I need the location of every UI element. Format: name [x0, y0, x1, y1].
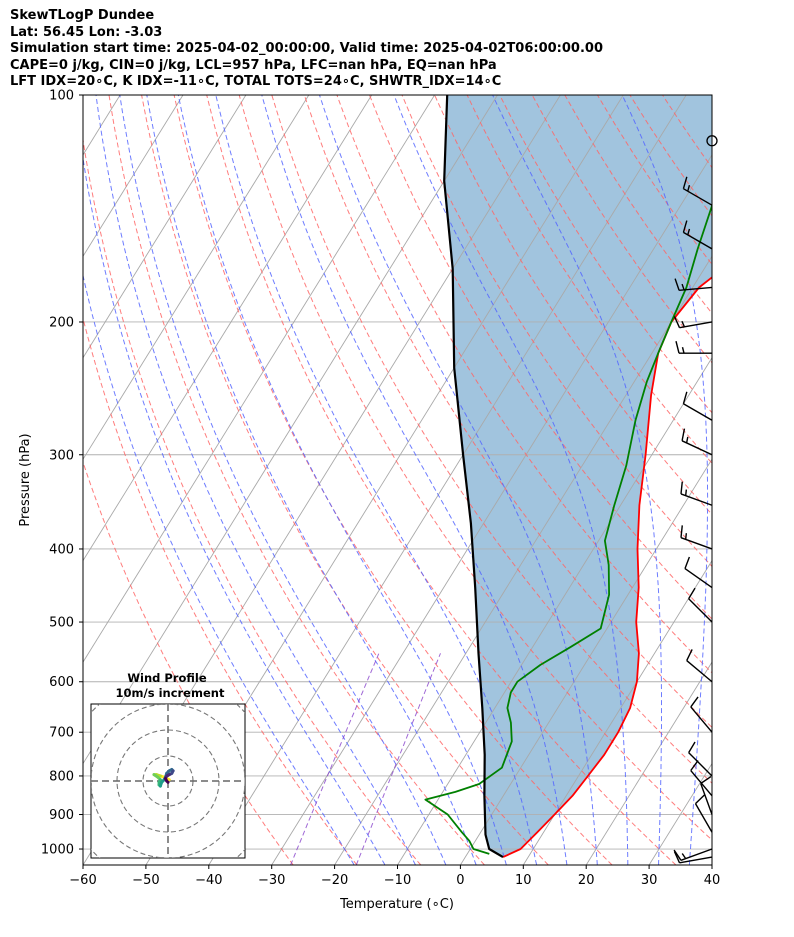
dry-adiabat-line	[303, 95, 712, 729]
y-axis-label: Pressure (hPa)	[18, 433, 33, 526]
hodograph-subtitle: 10m/s increment	[116, 686, 225, 700]
isotherm-line	[334, 255, 712, 865]
wind-barb	[673, 851, 713, 864]
moist-adiabat-line	[720, 95, 771, 865]
dry-adiabat-line	[401, 95, 712, 568]
moist-adiabat-line	[95, 95, 416, 865]
cape-cin-shading	[444, 95, 712, 858]
parcel-line	[443, 95, 504, 859]
wind-barb	[680, 525, 713, 550]
wind-barb	[673, 316, 713, 329]
dry-adiabat-line	[466, 95, 712, 464]
dry-adiabat-line	[141, 95, 549, 865]
y-tick-label: 900	[49, 808, 74, 823]
isotherm-line	[397, 356, 712, 865]
mixing-ratio-line	[355, 653, 441, 865]
y-tick-label: 100	[49, 89, 74, 104]
x-tick-label: 0	[456, 873, 464, 888]
isotherm-line	[711, 864, 712, 865]
hodograph-segment	[165, 779, 170, 784]
dry-adiabat-line	[83, 316, 358, 865]
dewpoint-line	[424, 203, 712, 855]
y-tick-label: 800	[49, 769, 74, 784]
moist-adiabat-line	[319, 95, 598, 865]
isotherm-line	[83, 95, 435, 663]
moist-adiabat-line	[261, 95, 568, 865]
isotherm-line	[460, 458, 712, 865]
dry-adiabat-line	[336, 95, 712, 674]
dry-adiabat-line	[238, 95, 712, 841]
dry-adiabat-line	[434, 95, 712, 516]
y-tick-label: 200	[49, 315, 74, 330]
wind-barb	[684, 556, 713, 589]
wind-barb	[674, 278, 713, 292]
wind-barb	[694, 794, 713, 833]
wind-barb	[688, 587, 713, 623]
wind-barb	[682, 220, 713, 250]
x-tick-label: −10	[384, 873, 411, 888]
x-tick-label: 10	[515, 873, 532, 888]
dry-adiabat-line	[369, 95, 712, 620]
wind-barb	[690, 696, 713, 733]
moist-adiabat-line	[621, 95, 709, 865]
moist-adiabat-line	[146, 95, 477, 865]
dry-adiabat-line	[499, 95, 712, 414]
dry-adiabat-line	[271, 95, 712, 784]
y-tick-label: 400	[49, 542, 74, 557]
x-tick-label: −20	[321, 873, 348, 888]
y-tick-label: 1000	[41, 843, 74, 858]
wind-barb	[690, 760, 713, 797]
isotherm-line	[83, 95, 247, 359]
mixing-ratio-line	[290, 653, 380, 865]
isotherm-line	[83, 95, 184, 258]
wind-barb	[682, 391, 713, 421]
dry-adiabat-line	[173, 95, 613, 865]
location-line: Lat: 56.45 Lon: -3.03	[10, 24, 163, 40]
x-tick-label: 20	[578, 873, 595, 888]
hodograph-title: Wind Profile	[127, 671, 207, 685]
moist-adiabat-line	[215, 95, 538, 865]
wind-barb	[700, 776, 713, 815]
dry-adiabat-line	[206, 95, 677, 865]
x-tick-label: −60	[69, 873, 96, 888]
isotherm-line	[522, 559, 712, 865]
wind-barb	[688, 741, 713, 777]
y-tick-label: 600	[49, 675, 74, 690]
x-tick-label: 40	[704, 873, 721, 888]
x-tick-label: −40	[195, 873, 222, 888]
y-tick-label: 300	[49, 448, 74, 463]
isotherm-line	[208, 95, 687, 865]
dry-adiabat-line	[83, 460, 294, 865]
x-axis-label: Temperature (∘C)	[339, 897, 454, 912]
x-tick-label: −30	[258, 873, 285, 888]
wind-barb	[686, 649, 713, 683]
isotherm-line	[83, 95, 310, 461]
isotherm-line	[585, 661, 712, 865]
wind-barb	[682, 176, 713, 206]
temperature-line	[502, 276, 712, 858]
moist-adiabat-line	[177, 95, 507, 865]
y-tick-label: 700	[49, 726, 74, 741]
x-tick-label: 30	[641, 873, 658, 888]
moist-adiabat-line	[119, 95, 447, 865]
chart-title: SkewTLogP Dundee	[10, 8, 155, 23]
wind-barb	[681, 428, 713, 456]
chart-header: SkewTLogP Dundee Lat: 56.45 Lon: -3.03 S…	[10, 8, 603, 91]
y-tick-label: 500	[49, 616, 74, 631]
wind-barb	[673, 848, 713, 861]
isotherm-line	[271, 153, 712, 865]
wind-barb	[680, 481, 713, 506]
indices-line-1: CAPE=0 j/kg, CIN=0 j/kg, LCL=957 hPa, LF…	[10, 57, 497, 73]
indices-line-2: LFT IDX=20∘C, K IDX=-11∘C, TOTAL TOTS=24…	[10, 74, 502, 89]
time-line: Simulation start time: 2025-04-02_00:00:…	[10, 41, 603, 56]
x-tick-label: −50	[132, 873, 159, 888]
wind-barb	[675, 341, 712, 354]
isotherm-line	[83, 95, 373, 562]
dry-adiabat-line	[108, 95, 485, 865]
